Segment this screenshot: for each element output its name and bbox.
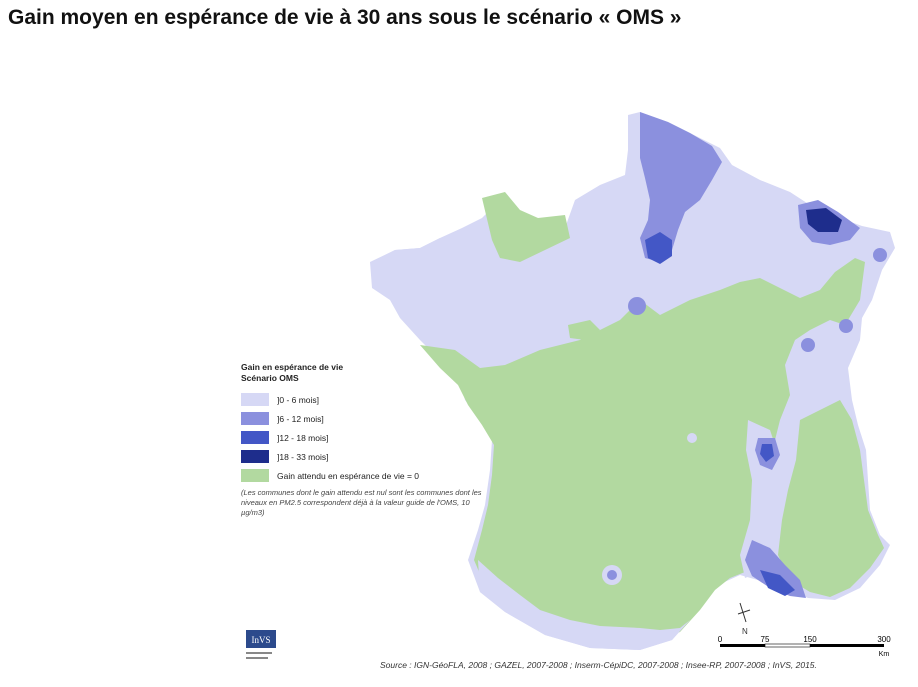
page-title: Gain moyen en espérance de vie à 30 ans … — [8, 6, 682, 29]
alps-zone-zero — [778, 400, 884, 597]
map-legend: Gain en espérance de vie Scénario OMS ]0… — [241, 362, 501, 518]
legend-label: ]12 - 18 mois] — [277, 433, 329, 443]
pyrenees-zone — [478, 560, 690, 650]
scale-unit: Km — [879, 651, 890, 658]
source-note: Source : IGN-GéoFLA, 2008 ; GAZEL, 2007-… — [380, 660, 817, 670]
legend-item: ]18 - 33 mois] — [241, 447, 501, 466]
paris-12-18 — [645, 232, 672, 264]
legend-label: Gain attendu en espérance de vie = 0 — [277, 471, 420, 481]
legend-swatch — [241, 412, 269, 425]
scale-tick: 75 — [761, 635, 770, 644]
paris-basin-6-12 — [640, 112, 722, 262]
legend-item: Gain attendu en espérance de vie = 0 — [241, 466, 501, 485]
legend-item: ]12 - 18 mois] — [241, 428, 501, 447]
hotspot-alsace — [873, 248, 887, 262]
legend-swatch — [241, 431, 269, 444]
legend-item: ]6 - 12 mois] — [241, 409, 501, 428]
lorraine-18-33 — [806, 208, 842, 232]
brittany-coast — [372, 238, 445, 288]
marseille-12-18 — [760, 570, 795, 596]
normandy-zone-zero — [482, 192, 570, 262]
legend-swatch — [241, 450, 269, 463]
legend-subtitle: Scénario OMS — [241, 373, 299, 383]
legend-swatch — [241, 469, 269, 482]
legend-note: (Les communes dont le gain attendu est n… — [241, 488, 482, 517]
legend-label: ]6 - 12 mois] — [277, 414, 324, 424]
hotspot-clermont — [687, 433, 697, 443]
legend-swatch — [241, 393, 269, 406]
scale-bar: 0 75 150 300 Km — [718, 635, 891, 658]
legend-label: ]18 - 33 mois] — [277, 452, 329, 462]
lyon-12-18 — [760, 444, 774, 462]
hotspot-dijon — [839, 319, 853, 333]
north-arrow: N — [737, 602, 751, 636]
north-label: N — [742, 627, 748, 636]
legend-title: Gain en espérance de vie — [241, 362, 344, 372]
scale-tick: 0 — [718, 635, 723, 644]
scale-tick: 150 — [803, 635, 817, 644]
logo-text: InVS — [251, 635, 270, 645]
hotspot-toulouse — [607, 570, 617, 580]
provence-6-12 — [745, 540, 806, 598]
legend-item: ]0 - 6 mois] — [241, 390, 501, 409]
invs-logo: InVS — [244, 628, 278, 666]
legend-label: ]0 - 6 mois] — [277, 395, 320, 405]
hotspot-geneva — [801, 338, 815, 352]
hotspot-orleans — [628, 297, 646, 315]
loire-zone-zero — [568, 320, 600, 340]
scale-tick: 300 — [877, 635, 891, 644]
